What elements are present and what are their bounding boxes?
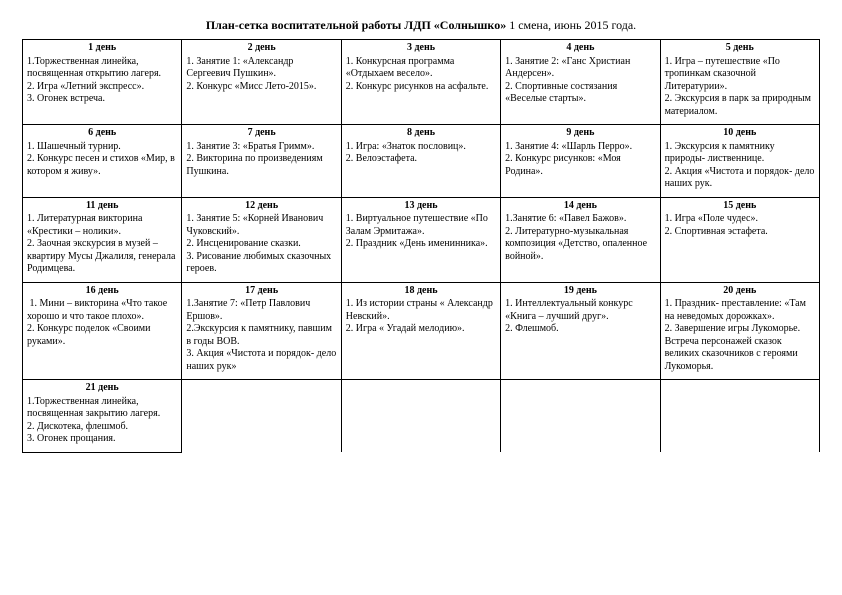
- day-head: 19 день: [505, 285, 655, 298]
- plan-cell: 2 день1. Занятие 1: «Александр Сергеевич…: [182, 40, 341, 125]
- day-head: 15 день: [665, 200, 815, 213]
- day-head: 8 день: [346, 127, 496, 140]
- page: План-сетка воспитательной работы ЛДП «Со…: [0, 0, 842, 453]
- day-head: 10 день: [665, 127, 815, 140]
- day-head: 16 день: [27, 285, 177, 298]
- day-items: 1. Шашечный турнир. 2. Конкурс песен и с…: [27, 141, 177, 179]
- plan-cell-empty: [341, 380, 500, 453]
- plan-cell: 15 день1. Игра «Поле чудес». 2. Спортивн…: [660, 197, 819, 282]
- plan-cell: 5 день1. Игра – путешествие «По тропинка…: [660, 40, 819, 125]
- day-items: 1.Торжественная линейка, посвященная зак…: [27, 396, 177, 446]
- day-head: 11 день: [27, 200, 177, 213]
- plan-cell: 21 день1.Торжественная линейка, посвящен…: [23, 380, 182, 453]
- plan-cell: 9 день1. Занятие 4: «Шарль Перро». 2. Ко…: [501, 125, 660, 198]
- day-items: 1. Занятие 2: «Ганс Христиан Андерсен». …: [505, 56, 655, 106]
- plan-cell: 4 день1. Занятие 2: «Ганс Христиан Андер…: [501, 40, 660, 125]
- plan-cell: 19 день1. Интеллектуальный конкурс «Книг…: [501, 282, 660, 380]
- day-items: 1.Занятие 7: «Петр Павлович Ершов». 2.Эк…: [186, 298, 336, 373]
- day-items: 1. Игра: «Знаток пословиц». 2. Велоэстаф…: [346, 141, 496, 166]
- day-items: 1. Занятие 4: «Шарль Перро». 2. Конкурс …: [505, 141, 655, 179]
- plan-cell: 8 день1. Игра: «Знаток пословиц». 2. Вел…: [341, 125, 500, 198]
- table-row: 21 день1.Торжественная линейка, посвящен…: [23, 380, 820, 453]
- day-items: 1. Из истории страны « Александр Невский…: [346, 298, 496, 336]
- day-items: 1. Праздник- преставление: «Там на невед…: [665, 298, 815, 373]
- plan-cell: 1 день1.Торжественная линейка, посвященн…: [23, 40, 182, 125]
- plan-cell-empty: [501, 380, 660, 453]
- page-title: План-сетка воспитательной работы ЛДП «Со…: [22, 18, 820, 33]
- table-row: 11 день1. Литературная викторина «Крести…: [23, 197, 820, 282]
- day-head: 9 день: [505, 127, 655, 140]
- table-row: 1 день1.Торжественная линейка, посвященн…: [23, 40, 820, 125]
- title-bold: План-сетка воспитательной работы ЛДП «Со…: [206, 18, 506, 32]
- day-head: 21 день: [27, 382, 177, 395]
- plan-cell: 12 день1. Занятие 5: «Корней Иванович Чу…: [182, 197, 341, 282]
- plan-cell: 16 день 1. Мини – викторина «Что такое х…: [23, 282, 182, 380]
- day-head: 12 день: [186, 200, 336, 213]
- plan-cell: 13 день1. Виртуальное путешествие «По За…: [341, 197, 500, 282]
- day-head: 2 день: [186, 42, 336, 55]
- day-items: 1. Экскурсия к памятнику природы- листве…: [665, 141, 815, 191]
- plan-cell: 17 день1.Занятие 7: «Петр Павлович Ершов…: [182, 282, 341, 380]
- day-items: 1. Занятие 1: «Александр Сергеевич Пушки…: [186, 56, 336, 94]
- plan-cell: 10 день1. Экскурсия к памятнику природы-…: [660, 125, 819, 198]
- day-head: 7 день: [186, 127, 336, 140]
- day-head: 14 день: [505, 200, 655, 213]
- day-items: 1. Интеллектуальный конкурс «Книга – луч…: [505, 298, 655, 336]
- day-head: 17 день: [186, 285, 336, 298]
- plan-cell-empty: [182, 380, 341, 453]
- day-head: 4 день: [505, 42, 655, 55]
- plan-cell: 6 день1. Шашечный турнир. 2. Конкурс пес…: [23, 125, 182, 198]
- day-head: 6 день: [27, 127, 177, 140]
- day-head: 20 день: [665, 285, 815, 298]
- table-row: 6 день1. Шашечный турнир. 2. Конкурс пес…: [23, 125, 820, 198]
- day-items: 1. Конкурсная программа «Отдыхаем весело…: [346, 56, 496, 94]
- day-items: 1.Занятие 6: «Павел Бажов». 2. Литератур…: [505, 213, 655, 263]
- day-head: 13 день: [346, 200, 496, 213]
- plan-cell: 14 день1.Занятие 6: «Павел Бажов». 2. Ли…: [501, 197, 660, 282]
- table-row: 16 день 1. Мини – викторина «Что такое х…: [23, 282, 820, 380]
- day-items: 1. Занятие 3: «Братья Гримм». 2. Виктори…: [186, 141, 336, 179]
- day-items: 1. Мини – викторина «Что такое хорошо и …: [27, 298, 177, 348]
- plan-cell: 18 день1. Из истории страны « Александр …: [341, 282, 500, 380]
- day-items: 1. Игра – путешествие «По тропинкам сказ…: [665, 56, 815, 119]
- plan-cell: 20 день1. Праздник- преставление: «Там н…: [660, 282, 819, 380]
- plan-table: 1 день1.Торжественная линейка, посвященн…: [22, 39, 820, 453]
- plan-cell: 11 день1. Литературная викторина «Крести…: [23, 197, 182, 282]
- day-items: 1.Торжественная линейка, посвященная отк…: [27, 56, 177, 106]
- plan-cell: 3 день1. Конкурсная программа «Отдыхаем …: [341, 40, 500, 125]
- day-items: 1. Литературная викторина «Крестики – но…: [27, 213, 177, 276]
- day-head: 3 день: [346, 42, 496, 55]
- title-rest: 1 смена, июнь 2015 года.: [506, 18, 636, 32]
- day-items: 1. Игра «Поле чудес». 2. Спортивная эста…: [665, 213, 815, 238]
- day-items: 1. Занятие 5: «Корней Иванович Чуковский…: [186, 213, 336, 276]
- day-head: 18 день: [346, 285, 496, 298]
- plan-cell-empty: [660, 380, 819, 453]
- day-head: 5 день: [665, 42, 815, 55]
- plan-cell: 7 день1. Занятие 3: «Братья Гримм». 2. В…: [182, 125, 341, 198]
- day-items: 1. Виртуальное путешествие «По Залам Эрм…: [346, 213, 496, 251]
- day-head: 1 день: [27, 42, 177, 55]
